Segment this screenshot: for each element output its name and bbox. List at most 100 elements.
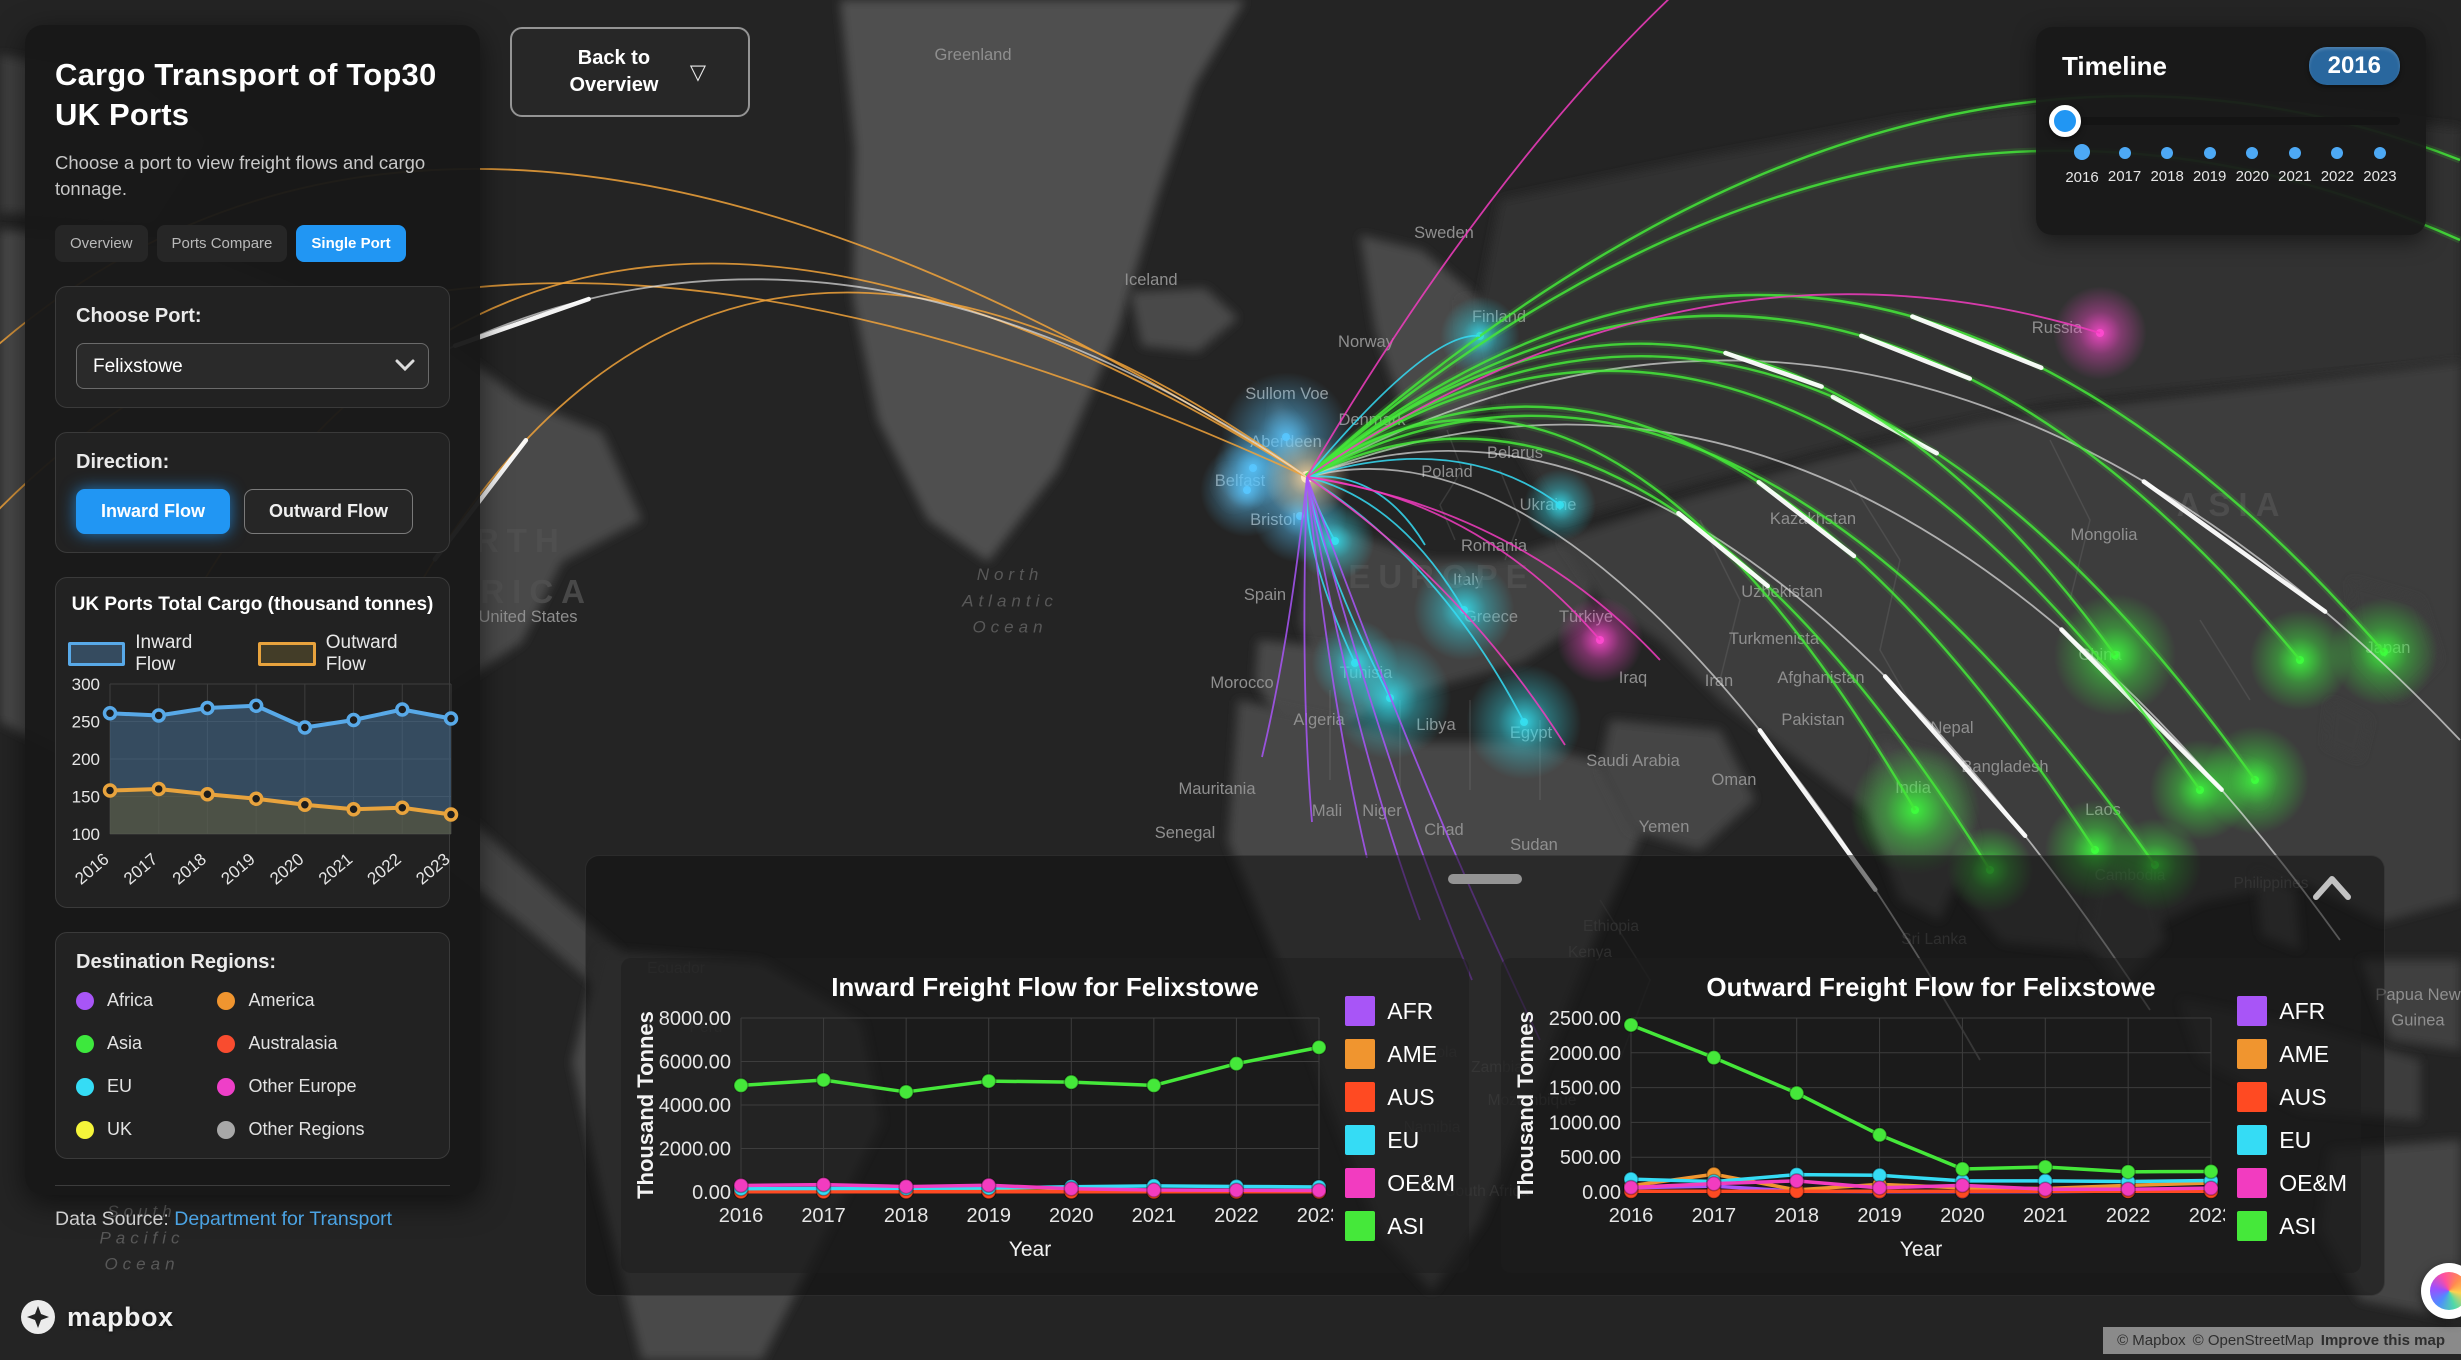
timeline-slider-track[interactable]	[2049, 105, 2400, 137]
timeline-year-2019[interactable]: 2019	[2190, 147, 2230, 186]
tab-overview[interactable]: Overview	[55, 225, 148, 263]
osm-attribution-link[interactable]: © OpenStreetMap	[2192, 1332, 2314, 1349]
outward-chart[interactable]: 0.00 500.00 1000.00 1500.00 2000.00 2500.00 20…	[1513, 1006, 2225, 1264]
svg-text:2022: 2022	[2106, 1205, 2151, 1227]
legend-item-asi[interactable]: ASI	[2237, 1211, 2347, 1241]
timeline-year-2017[interactable]: 2017	[2105, 147, 2145, 186]
svg-text:2018: 2018	[884, 1205, 929, 1227]
legend-item-aus[interactable]: AUS	[1345, 1082, 1455, 1112]
legend-item-eu[interactable]: EU	[1345, 1125, 1455, 1155]
map-label: Sweden	[1414, 224, 1474, 242]
timeline-years: 2016 2017 2018 2019 2020 2021 2022 2023	[2062, 144, 2400, 186]
timeline-dot[interactable]	[2161, 147, 2174, 159]
inward-flow-button[interactable]: Inward Flow	[76, 489, 231, 535]
legend-item-afr[interactable]: AFR	[2237, 996, 2347, 1026]
svg-text:2019: 2019	[966, 1205, 1011, 1227]
svg-text:8000.00: 8000.00	[659, 1008, 731, 1030]
svg-text:1500.00: 1500.00	[1549, 1078, 1621, 1100]
page-title: Cargo Transport of Top30 UK Ports	[55, 57, 437, 133]
total-cargo-chart-legend: Inward Flow Outward Flow	[68, 632, 437, 676]
svg-text:2018: 2018	[169, 850, 210, 889]
tab-ports-compare[interactable]: Ports Compare	[156, 225, 288, 263]
timeline-year-2022[interactable]: 2022	[2317, 147, 2357, 186]
mapbox-attribution-link[interactable]: © Mapbox	[2117, 1332, 2186, 1349]
map-label: Saudi Arabia	[1586, 752, 1680, 770]
timeline-dot[interactable]	[2246, 147, 2259, 159]
improve-map-link[interactable]: Improve this map	[2320, 1332, 2445, 1349]
chevron-up-icon	[2313, 876, 2351, 900]
collapse-panel-button[interactable]	[2306, 864, 2358, 912]
timeline-dot[interactable]	[2331, 147, 2344, 159]
svg-text:2500.00: 2500.00	[1549, 1008, 1621, 1030]
svg-text:6000.00: 6000.00	[659, 1052, 731, 1074]
svg-text:2018: 2018	[1774, 1205, 1819, 1227]
svg-text:2023: 2023	[412, 850, 453, 889]
map-label: Greenland	[934, 46, 1011, 64]
svg-text:1000.00: 1000.00	[1549, 1112, 1621, 1134]
mapbox-logo[interactable]: mapbox	[18, 1297, 174, 1337]
inward-chart[interactable]: 0.00 2000.00 4000.00 6000.00 8000.00 2016 2017…	[633, 1006, 1333, 1264]
map-label: South Pacific Ocean	[99, 1202, 184, 1274]
map-label: Mauritania	[1178, 780, 1256, 798]
data-source-link[interactable]: Department for Transport	[174, 1208, 393, 1231]
svg-text:2023: 2023	[2189, 1205, 2225, 1227]
legend-item-asi[interactable]: ASI	[1345, 1211, 1455, 1241]
port-select[interactable]: Felixstowe	[76, 343, 429, 390]
svg-text:2017: 2017	[1692, 1205, 1737, 1227]
legend-item-eu[interactable]: EU	[2237, 1125, 2347, 1155]
region-label: UK	[107, 1119, 133, 1140]
assistant-widget-icon	[2430, 1272, 2461, 1310]
bottom-charts-panel: Inward Freight Flow for Felixstowe 0.00 2…	[585, 855, 2385, 1296]
direction-buttons: Inward Flow Outward Flow	[76, 489, 429, 535]
timeline-dot[interactable]	[2203, 147, 2216, 159]
svg-text:Thousand Tonnes: Thousand Tonnes	[633, 1011, 658, 1199]
region-item-eu: EU	[76, 1076, 217, 1097]
timeline-dot[interactable]	[2074, 144, 2090, 160]
region-item-other-europe: Other Europe	[217, 1076, 429, 1097]
legend-item-afr[interactable]: AFR	[1345, 996, 1455, 1026]
assistant-widget-button[interactable]	[2421, 1263, 2461, 1319]
map-label: Chad	[1424, 821, 1463, 839]
panel-drag-handle[interactable]	[1448, 874, 1522, 884]
region-label: Other Europe	[248, 1076, 357, 1097]
legend-item-inward-flow[interactable]: Inward Flow	[68, 632, 232, 676]
timeline-dot[interactable]	[2373, 147, 2386, 159]
legend-item-ame[interactable]: AME	[2237, 1039, 2347, 1069]
choose-port-section: Choose Port: Felixstowe	[55, 286, 450, 409]
outward-flow-button[interactable]: Outward Flow	[244, 489, 414, 535]
map-label: United States	[478, 608, 577, 626]
direction-label: Direction:	[76, 451, 170, 474]
timeline-slider-knob[interactable]	[2049, 105, 2081, 137]
svg-text:150: 150	[72, 788, 100, 807]
region-label: Australasia	[248, 1033, 338, 1054]
total-cargo-chart-title: UK Ports Total Cargo (thousand tonnes)	[71, 594, 434, 616]
region-dot	[217, 991, 236, 1010]
timeline-dot[interactable]	[2288, 147, 2301, 159]
timeline-year-2018[interactable]: 2018	[2147, 147, 2187, 186]
timeline-dot[interactable]	[2118, 147, 2131, 159]
tab-single-port[interactable]: Single Port	[296, 225, 406, 263]
region-label: Other Regions	[248, 1119, 365, 1140]
timeline-year-label: 2018	[2150, 168, 2184, 185]
region-item-other-regions: Other Regions	[217, 1119, 429, 1140]
timeline-year-2016[interactable]: 2016	[2062, 144, 2102, 186]
legend-item-oe&m[interactable]: OE&M	[2237, 1168, 2347, 1198]
svg-text:300: 300	[72, 676, 100, 694]
timeline-year-2020[interactable]: 2020	[2232, 147, 2272, 186]
timeline-year-2023[interactable]: 2023	[2360, 147, 2400, 186]
total-cargo-chart-section: UK Ports Total Cargo (thousand tonnes) I…	[55, 577, 459, 909]
map-label: Spain	[1244, 586, 1286, 604]
legend-item-outward-flow[interactable]: Outward Flow	[258, 632, 437, 676]
svg-text:2022: 2022	[1214, 1205, 1259, 1227]
legend-item-aus[interactable]: AUS	[2237, 1082, 2347, 1112]
svg-text:2020: 2020	[1940, 1205, 1985, 1227]
legend-item-ame[interactable]: AME	[1345, 1039, 1455, 1069]
region-item-australasia: Australasia	[217, 1033, 429, 1054]
back-to-overview-button[interactable]: Back to Overview ▽	[510, 27, 750, 117]
legend-item-oe&m[interactable]: OE&M	[1345, 1168, 1455, 1198]
region-item-africa: Africa	[76, 990, 217, 1011]
outward-chart-legend: AFR AME AUS EU OE&M ASI	[2237, 996, 2347, 1241]
timeline-year-2021[interactable]: 2021	[2275, 147, 2315, 186]
